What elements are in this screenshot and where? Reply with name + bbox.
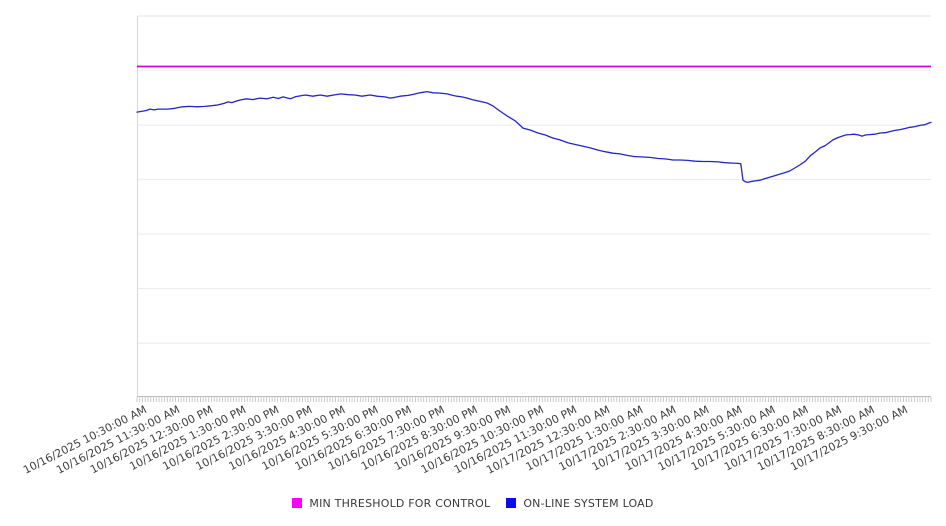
legend-label-online-load: ON-LINE SYSTEM LOAD [523, 496, 654, 510]
legend-item-min-threshold[interactable]: MIN THRESHOLD FOR CONTROL [292, 497, 490, 510]
online-system-load-line [136, 90, 932, 184]
chart-legend: MIN THRESHOLD FOR CONTROL ON-LINE SYSTEM… [0, 496, 946, 510]
legend-swatch-magenta-icon [292, 498, 303, 508]
legend-item-online-load[interactable]: ON-LINE SYSTEM LOAD [506, 497, 653, 510]
legend-label-min-threshold: MIN THRESHOLD FOR CONTROL [309, 496, 491, 510]
legend-swatch-blue-icon [506, 498, 517, 508]
